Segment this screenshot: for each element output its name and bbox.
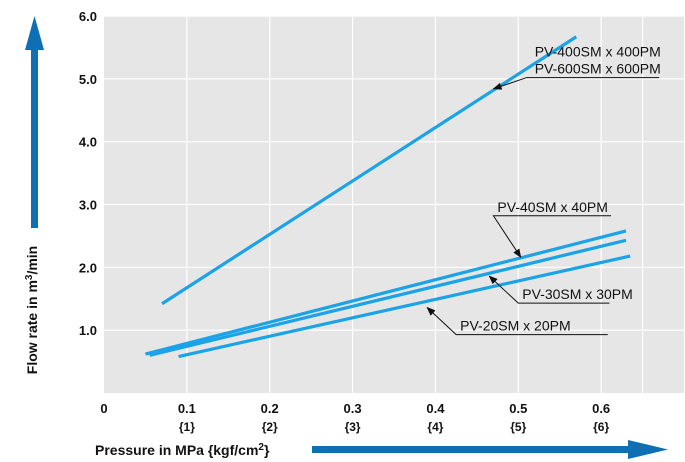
x-tick-label: 0.6 <box>592 401 610 416</box>
annotation-label: PV-600SM x 600PM <box>535 61 661 77</box>
annotation-label: PV-20SM x 20PM <box>460 318 570 334</box>
y-axis-title-end: /min <box>24 246 40 275</box>
annotation-leader-2 <box>492 215 612 259</box>
annotation-label: PV-400SM x 400PM <box>535 44 661 60</box>
x-tick-label: 0 <box>100 401 107 416</box>
y-axis-ticks: 1.0 2.0 3.0 4.0 5.0 6.0 <box>79 9 97 338</box>
y-tick-label: 2.0 <box>79 260 97 275</box>
series-lines <box>145 35 631 359</box>
series-line-4 <box>178 254 631 359</box>
x-axis-arrow-shaft <box>312 446 632 453</box>
y-tick-label: 6.0 <box>79 9 97 24</box>
x-axis-title-group: Pressure in MPa {kgf/cm2} <box>95 440 668 459</box>
series-line-1 <box>161 35 578 306</box>
series-line-3 <box>149 238 627 357</box>
x-tick-sublabel: {4} <box>427 420 443 434</box>
y-tick-label: 3.0 <box>79 198 97 213</box>
x-axis-arrow-icon <box>628 440 668 459</box>
series-line-2 <box>145 229 627 356</box>
x-tick-label: 0.5 <box>509 401 527 416</box>
x-tick-label: 0.3 <box>344 401 362 416</box>
y-axis-arrow-icon <box>25 16 44 50</box>
x-tick-sublabel: {2} <box>262 420 278 434</box>
x-tick-sublabel: {3} <box>345 420 361 434</box>
y-axis-title: Flow rate in m3/min <box>24 246 41 374</box>
y-axis-title-main: Flow rate in m <box>24 280 40 374</box>
annotation-leader-1 <box>492 77 660 90</box>
x-tick-sublabel: {5} <box>510 420 526 434</box>
y-tick-label: 5.0 <box>79 72 97 87</box>
annotation-label: PV-30SM x 30PM <box>522 286 633 302</box>
y-axis-title-group: Flow rate in m3/min <box>24 16 44 374</box>
y-axis-title-sup: 3 <box>24 274 35 280</box>
x-axis-title-main: Pressure in MPa {kgf/cm <box>95 442 258 458</box>
x-tick-sublabel: {6} <box>593 420 609 434</box>
y-tick-label: 4.0 <box>79 135 97 150</box>
x-axis-title: Pressure in MPa {kgf/cm2} <box>95 442 270 459</box>
x-tick-sublabel: {1} <box>179 420 195 434</box>
x-tick-label: 0.1 <box>178 401 196 416</box>
annotation-label: PV-40SM x 40PM <box>497 199 608 215</box>
x-axis-ticks: 0 0.1 {1} 0.2 {2} 0.3 {3} 0.4 {4} 0.5 {5} 0.6 {6} <box>100 401 610 434</box>
x-axis-title-end: } <box>264 442 270 458</box>
y-axis-arrow-shaft <box>31 48 38 228</box>
annotation-leader-4 <box>426 306 608 336</box>
x-tick-label: 0.4 <box>426 401 445 416</box>
grid-lines <box>104 15 684 393</box>
annotation-leader-3 <box>488 275 610 304</box>
y-tick-label: 1.0 <box>79 323 97 338</box>
x-axis-title-sup: 2 <box>258 442 264 453</box>
x-tick-label: 0.2 <box>261 401 279 416</box>
